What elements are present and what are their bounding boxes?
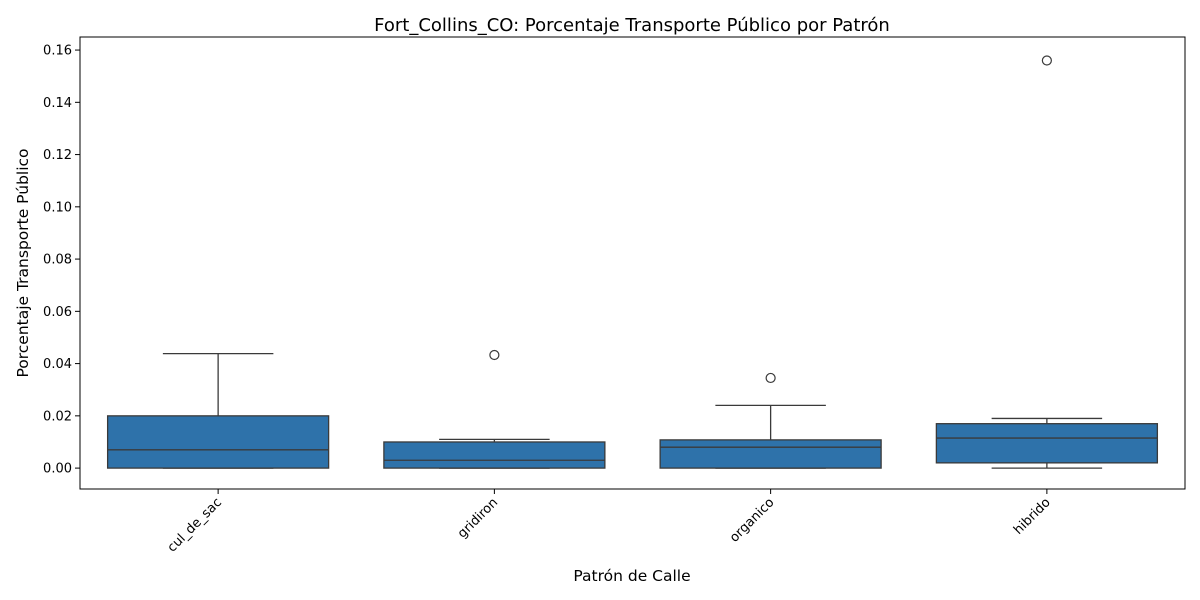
y-tick-label: 0.12 <box>43 148 72 163</box>
x-tick-label: organico <box>727 495 777 545</box>
y-tick-label: 0.10 <box>43 200 72 215</box>
outlier-point <box>765 372 776 384</box>
y-tick-label: 0.08 <box>43 253 72 268</box>
plot-area: 0.00 0.02 0.04 0.06 0.08 0.10 0.12 0.14 0.16 cul_… <box>43 44 1159 555</box>
outlier-point <box>1041 55 1052 66</box>
box-gridiron <box>383 441 606 469</box>
x-axis-label: Patrón de Calle <box>573 567 690 585</box>
y-tick-label: 0.04 <box>43 357 72 372</box>
box-hibrido <box>935 423 1159 464</box>
x-tick-label: cul_de_sac <box>165 495 225 555</box>
plot-frame <box>79 36 1186 490</box>
y-tick-label: 0.16 <box>43 44 72 59</box>
y-tick-label: 0.14 <box>43 96 72 111</box>
y-axis-label: Porcentaje Transporte Público <box>14 148 32 377</box>
x-tick-label: hibrido <box>1011 495 1054 538</box>
x-tick-label: gridiron <box>455 495 501 541</box>
box-cul_de_sac <box>106 415 330 469</box>
y-tick-label: 0.06 <box>43 305 72 320</box>
box-organico <box>659 439 882 469</box>
y-tick-label: 0.02 <box>43 409 72 424</box>
chart-title: Fort_Collins_CO: Porcentaje Transporte P… <box>374 15 890 36</box>
y-tick-label: 0.00 <box>43 462 72 477</box>
outlier-point <box>489 349 500 361</box>
